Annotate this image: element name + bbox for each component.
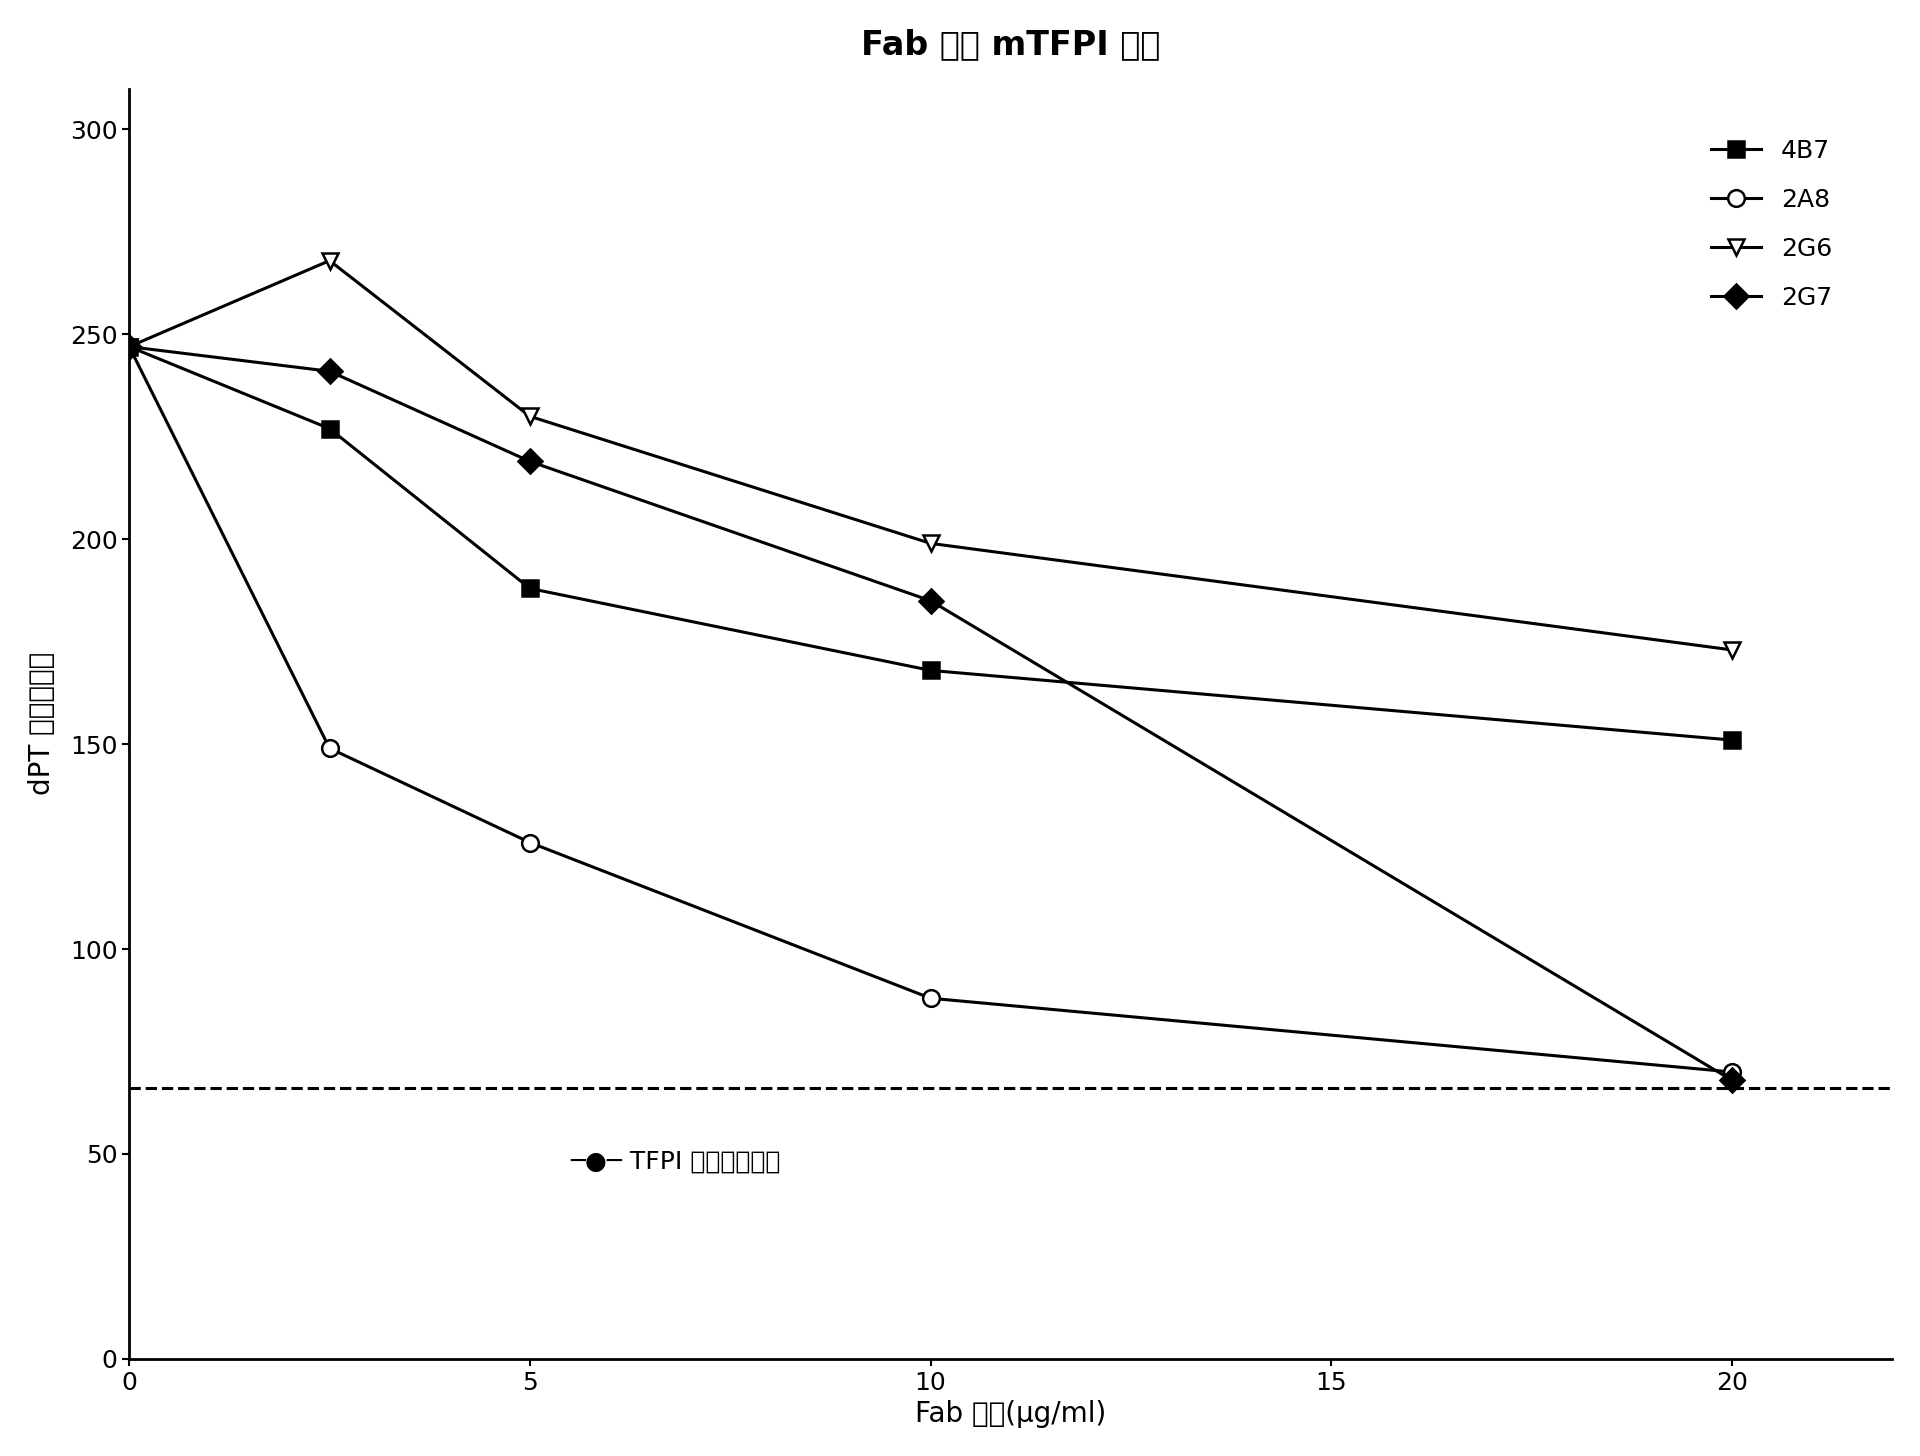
4B7: [518, 579, 541, 597]
2A8: [319, 740, 342, 757]
Line: 2G6: 2G6: [121, 252, 1740, 658]
Line: 4B7: 4B7: [121, 338, 1740, 748]
Line: 2G7: 2G7: [121, 338, 1740, 1089]
2G7: [319, 363, 342, 380]
2G6: [1720, 641, 1743, 658]
2A8: [1720, 1063, 1743, 1080]
2A8: [117, 338, 140, 355]
X-axis label: Fab 浓度(μg/ml): Fab 浓度(μg/ml): [916, 1401, 1106, 1428]
Y-axis label: dPT 时间（秒）: dPT 时间（秒）: [27, 652, 56, 795]
2G6: [319, 252, 342, 269]
Text: ─●─ TFPI 消减的人血浆: ─●─ TFPI 消减的人血浆: [570, 1150, 780, 1174]
2G6: [920, 534, 943, 552]
4B7: [117, 338, 140, 355]
2G7: [920, 593, 943, 610]
2G7: [518, 453, 541, 470]
Legend: 4B7, 2A8, 2G6, 2G7: 4B7, 2A8, 2G6, 2G7: [1697, 127, 1845, 322]
2G6: [117, 338, 140, 355]
4B7: [1720, 731, 1743, 748]
2A8: [920, 990, 943, 1008]
2G7: [1720, 1072, 1743, 1089]
Title: Fab 抑制 mTFPI 活性: Fab 抑制 mTFPI 活性: [860, 28, 1160, 61]
2A8: [518, 834, 541, 852]
Line: 2A8: 2A8: [121, 338, 1740, 1080]
4B7: [920, 661, 943, 678]
2G6: [518, 408, 541, 425]
2G7: [117, 338, 140, 355]
4B7: [319, 419, 342, 437]
